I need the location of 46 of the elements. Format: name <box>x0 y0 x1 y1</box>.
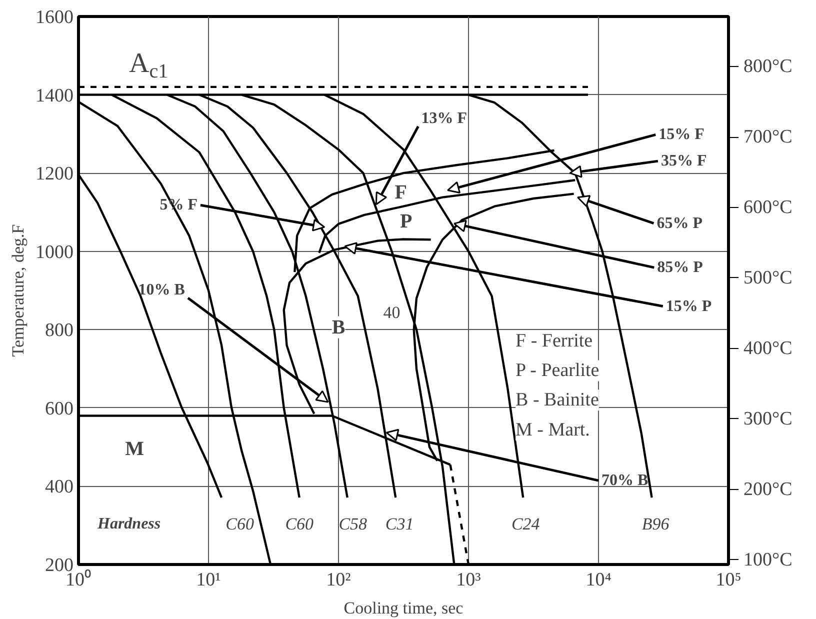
y2-tick-label: 500°C <box>744 267 792 288</box>
annotation: 85% P <box>657 259 704 276</box>
y2-tick-label: 400°C <box>744 338 792 359</box>
y-tick-label: 1400 <box>36 85 74 106</box>
y-tick-label: 400 <box>45 476 74 498</box>
y2-tick-label: 200°C <box>744 478 792 500</box>
annotation: 65% P <box>656 214 703 232</box>
annotation: 35% F <box>660 152 707 170</box>
y-axis-title: Temperature, deg.F <box>8 224 28 357</box>
x-tick-label: 10⁴ <box>586 570 612 590</box>
y2-tick-label: 300°C <box>744 408 792 430</box>
annotation: F <box>394 181 408 204</box>
x-axis-title: Cooling time, sec <box>344 598 464 618</box>
annotation: C31 <box>385 514 414 534</box>
y2-tick-label: 700°C <box>744 126 792 148</box>
annotation: M <box>125 438 144 460</box>
annotation: Hardness <box>96 515 161 532</box>
y2-tick-label: 600°C <box>744 197 792 218</box>
x-tick-label: 10¹ <box>196 570 222 590</box>
annotation: B96 <box>642 514 670 534</box>
y2-tick-label: 800°C <box>744 56 792 78</box>
y-tick-label: 800 <box>45 320 74 342</box>
annotation: 70% B <box>602 472 648 490</box>
annotation: C24 <box>511 514 540 534</box>
annotation: C60 <box>226 514 254 534</box>
annotation: C58 <box>338 514 368 534</box>
x-tick-label: 10³ <box>456 570 482 590</box>
y2-tick-label: 100°C <box>744 549 792 570</box>
annotation: P <box>400 210 412 233</box>
annotation: B - Bainite <box>516 390 599 411</box>
x-tick-label: 10² <box>326 570 352 590</box>
y-tick-label: 600 <box>45 398 74 420</box>
annotation: F - Ferrite <box>516 330 593 352</box>
annotation: 10% B <box>138 282 186 299</box>
annotation: P - Pearlite <box>516 360 600 382</box>
y-tick-label: 1000 <box>36 242 74 263</box>
annotation: 13% F <box>421 110 468 127</box>
y-tick-label: 1200 <box>36 164 74 185</box>
y-tick-label: 1600 <box>36 7 74 28</box>
x-tick-label: 10⁵ <box>716 570 742 590</box>
annotation: 15% P <box>666 298 712 315</box>
annotation: 15% F <box>658 126 705 144</box>
annotation: M - Mart. <box>516 419 590 440</box>
annotation: C60 <box>285 514 314 534</box>
annotation: B <box>332 316 346 338</box>
annotation: 40 <box>383 303 400 322</box>
